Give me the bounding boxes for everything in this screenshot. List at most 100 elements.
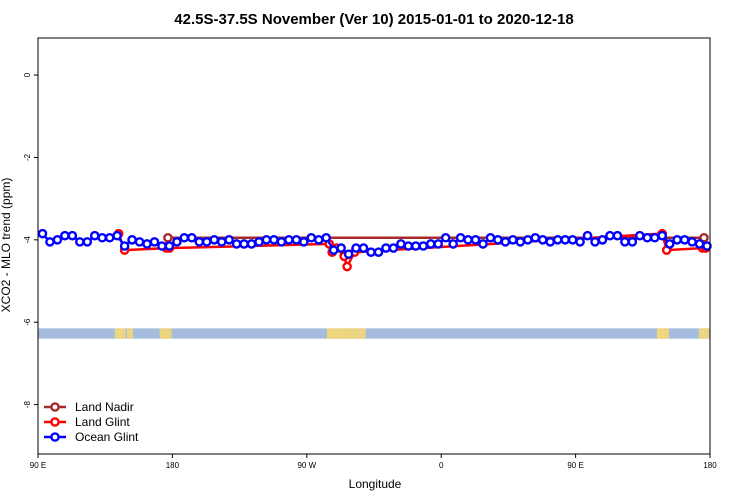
ocean-band bbox=[38, 328, 710, 339]
x-tick-label: 0 bbox=[439, 461, 444, 470]
chart-title: 42.5S-37.5S November (Ver 10) 2015-01-01… bbox=[174, 11, 573, 28]
land-band-cell bbox=[126, 328, 129, 339]
data-point bbox=[672, 235, 682, 245]
data-point bbox=[478, 239, 488, 249]
land-band-cell bbox=[123, 328, 126, 339]
land-band-cell bbox=[343, 328, 345, 339]
y-tick-label: -6 bbox=[23, 318, 32, 326]
data-point bbox=[179, 232, 190, 243]
data-point bbox=[313, 235, 324, 245]
land-band-cell bbox=[656, 328, 659, 339]
data-point bbox=[52, 235, 63, 245]
data-point bbox=[373, 247, 384, 257]
data-point bbox=[119, 241, 130, 251]
data-point bbox=[694, 239, 705, 249]
data-point bbox=[597, 235, 608, 245]
data-series bbox=[37, 228, 712, 272]
legend-label: Land Glint bbox=[75, 415, 130, 429]
data-point bbox=[216, 237, 227, 247]
data-point bbox=[403, 241, 414, 251]
data-point bbox=[657, 230, 668, 241]
data-point bbox=[612, 230, 623, 241]
data-point bbox=[104, 232, 115, 243]
legend-item-land-nadir: Land Nadir bbox=[44, 400, 134, 414]
land-band-cell bbox=[331, 328, 333, 339]
land-band-cell bbox=[165, 328, 168, 339]
data-point bbox=[463, 235, 473, 245]
data-point bbox=[649, 232, 660, 243]
data-point bbox=[269, 235, 279, 245]
data-point bbox=[342, 261, 352, 272]
land-band-cell bbox=[347, 328, 350, 339]
data-point bbox=[590, 237, 600, 247]
land-band-cell bbox=[364, 328, 366, 339]
land-band-cell bbox=[164, 328, 166, 339]
data-point bbox=[163, 232, 173, 243]
data-point bbox=[306, 232, 317, 243]
data-point bbox=[97, 232, 108, 243]
legend-item-ocean-glint: Ocean Glint bbox=[44, 430, 139, 444]
land-band-cell bbox=[659, 328, 662, 339]
land-band-cell bbox=[349, 328, 351, 339]
data-point bbox=[664, 239, 675, 249]
land-band-cell bbox=[167, 328, 169, 339]
land-band-cell bbox=[129, 328, 132, 339]
data-point bbox=[455, 232, 466, 243]
data-point bbox=[470, 235, 481, 245]
land-band-cell bbox=[332, 328, 335, 339]
legend-marker bbox=[50, 402, 60, 412]
data-point bbox=[75, 237, 85, 247]
data-point bbox=[37, 228, 48, 239]
data-point bbox=[388, 243, 399, 253]
land-band-cell bbox=[664, 328, 666, 339]
data-point bbox=[433, 239, 444, 249]
land-band-cell bbox=[159, 328, 162, 339]
data-point bbox=[45, 237, 55, 247]
y-tick-label: 0 bbox=[23, 72, 32, 77]
land-band-cell bbox=[352, 328, 354, 339]
data-point bbox=[515, 237, 526, 247]
land-band-cell bbox=[665, 328, 668, 339]
data-point bbox=[149, 237, 160, 247]
data-point bbox=[523, 235, 533, 245]
data-point bbox=[164, 241, 175, 251]
data-point bbox=[575, 237, 585, 247]
land-band-cell bbox=[362, 328, 365, 339]
land-band-cell bbox=[337, 328, 339, 339]
land-band-cell bbox=[341, 328, 344, 339]
data-point bbox=[508, 235, 518, 245]
land-ocean-band bbox=[38, 328, 710, 339]
data-point bbox=[530, 232, 541, 243]
x-tick-label: 90 E bbox=[30, 461, 46, 470]
data-point bbox=[351, 243, 361, 253]
x-tick-label: 90 E bbox=[567, 461, 583, 470]
land-band-cell bbox=[161, 328, 163, 339]
land-band-cell bbox=[338, 328, 341, 339]
data-point bbox=[67, 230, 78, 241]
data-point bbox=[366, 247, 376, 257]
data-point bbox=[702, 241, 712, 251]
data-point bbox=[545, 237, 556, 247]
data-point bbox=[635, 230, 645, 241]
data-point bbox=[699, 232, 709, 243]
axis-ticks: 90 E 180 90 W 0 90 E 180 0 -2 -4 -6 -8 bbox=[23, 72, 717, 470]
y-axis-label: XCO2 - MLO trend (ppm) bbox=[0, 178, 13, 313]
land-band-cell bbox=[661, 328, 663, 339]
land-band-cell bbox=[334, 328, 336, 339]
data-point bbox=[172, 237, 182, 247]
land-band-cell bbox=[350, 328, 353, 339]
land-band-cell bbox=[117, 328, 120, 339]
land-band-cell bbox=[122, 328, 124, 339]
y-tick-label: -4 bbox=[23, 236, 32, 244]
data-point bbox=[82, 237, 93, 247]
land-band-cell bbox=[361, 328, 363, 339]
data-point bbox=[299, 237, 309, 247]
data-point bbox=[112, 230, 122, 241]
data-point bbox=[396, 239, 406, 249]
data-point bbox=[239, 239, 249, 249]
land-band-cell bbox=[704, 328, 707, 339]
data-point bbox=[254, 237, 264, 247]
x-axis-label: Longitude bbox=[349, 477, 402, 491]
data-point bbox=[291, 235, 302, 245]
land-band-cell bbox=[667, 328, 669, 339]
